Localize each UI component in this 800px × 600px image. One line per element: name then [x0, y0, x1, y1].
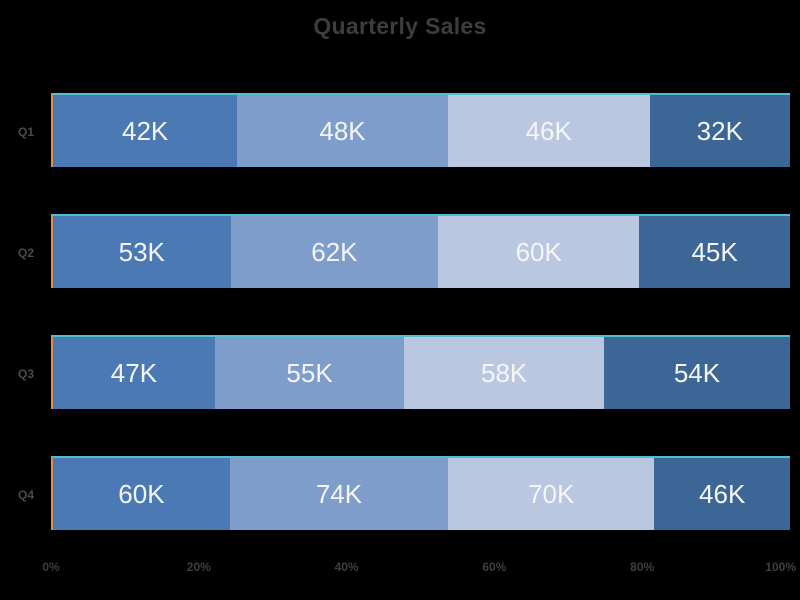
segment-value-label: 60K — [118, 478, 165, 509]
chart-title: Quarterly Sales — [313, 13, 487, 39]
segment-value-label: 55K — [286, 357, 333, 388]
x-axis-tick-label: 0% — [42, 560, 60, 574]
segment-value-label: 32K — [696, 115, 743, 146]
bar-segment: 48K — [237, 95, 448, 167]
bar-segment: 70K — [448, 458, 655, 530]
bar-segment: 60K — [53, 458, 230, 530]
category-label: Q3 — [17, 367, 34, 381]
segment-value-label: 53K — [118, 236, 165, 267]
x-axis-tick-label: 20% — [186, 560, 211, 574]
segment-value-label: 70K — [528, 478, 575, 509]
bar-segment: 45K — [639, 216, 790, 288]
bar-segment: 74K — [229, 458, 449, 530]
plot-area: Q1 42K 48K 46K 32K Q2 53K 62K 60K 45K Q3 47K 55K 58K 5… — [18, 93, 790, 530]
bar-row-q2: Q2 53K 62K 60K 45K — [18, 214, 790, 288]
bar-segment: 46K — [447, 95, 650, 167]
segment-value-label: 46K — [699, 478, 746, 509]
segment-value-label: 54K — [673, 357, 721, 388]
bar-segment: 60K — [438, 216, 640, 288]
segment-value-label: 48K — [319, 115, 366, 146]
category-label: Q2 — [17, 246, 34, 260]
segment-value-label: 46K — [525, 115, 572, 146]
x-axis-tick-label: 80% — [630, 560, 655, 574]
x-axis-tick-label: 40% — [334, 560, 359, 574]
bar-row-q1: Q1 42K 48K 46K 32K — [18, 93, 790, 167]
segment-value-label: 42K — [121, 115, 169, 146]
segment-value-label: 60K — [515, 236, 562, 267]
segment-value-label: 58K — [481, 357, 528, 388]
bar-segment: 32K — [649, 95, 790, 167]
category-label: Q1 — [17, 125, 34, 139]
bar-row-q3: Q3 47K 55K 58K 54K — [18, 335, 790, 409]
x-axis-tick-label: 100% — [765, 560, 796, 574]
bar-segment: 58K — [404, 337, 604, 409]
segment-value-label: 47K — [110, 357, 158, 388]
bar-row-q4: Q4 60K 74K 70K 46K — [18, 456, 790, 530]
bar-segment: 42K — [53, 95, 238, 167]
bar-segment: 62K — [230, 216, 439, 288]
bar-segment: 55K — [214, 337, 405, 409]
bar-segment: 53K — [53, 216, 231, 288]
segment-value-label: 74K — [315, 478, 363, 509]
segment-value-label: 62K — [311, 236, 358, 267]
bar-segment: 46K — [654, 458, 790, 530]
segment-value-label: 45K — [691, 236, 738, 267]
category-label: Q4 — [17, 488, 34, 502]
bar-segment: 47K — [53, 337, 215, 409]
x-axis-tick-label: 60% — [482, 560, 507, 574]
x-axis: 0% 20% 40% 60% 80% 100% — [42, 560, 796, 578]
bar-segment: 54K — [604, 337, 790, 409]
